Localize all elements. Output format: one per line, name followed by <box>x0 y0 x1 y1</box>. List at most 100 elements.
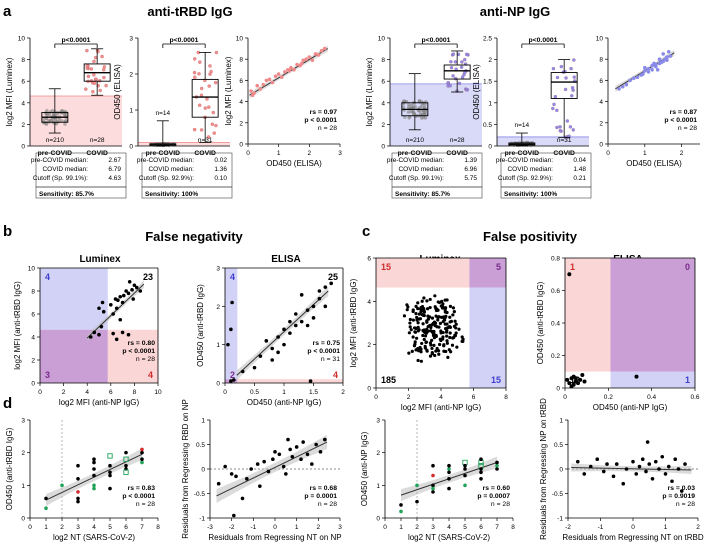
y-tick-label: 2 <box>129 72 133 79</box>
t3-label-2: Cutoff (Sp. 99.1%): <box>389 175 444 182</box>
data-point <box>447 348 451 352</box>
data-point <box>448 331 452 335</box>
data-point <box>92 457 96 462</box>
data-point <box>288 447 292 452</box>
y-axis-label: OD450 (ELISA) <box>472 64 481 120</box>
data-point <box>653 459 658 464</box>
data-point <box>447 467 451 471</box>
data-point <box>436 300 440 304</box>
data-point <box>424 331 429 335</box>
quadrant-top-right <box>610 258 695 372</box>
x-tick-label: 2 <box>341 389 345 396</box>
data-point <box>463 467 467 471</box>
data-point <box>429 329 433 333</box>
quadrant-count-bottom-right: 4 <box>333 370 338 380</box>
panel-letter-b: b <box>3 223 12 240</box>
y-tick-label: 1.5 <box>483 79 492 86</box>
data-point <box>414 304 418 308</box>
data-point <box>620 84 625 89</box>
data-point <box>399 503 403 507</box>
data-point <box>445 310 449 315</box>
data-point <box>453 319 457 323</box>
t2-label-1: COVID median: <box>148 166 194 173</box>
t3-value-0: 1.39 <box>464 157 477 164</box>
data-point <box>432 336 437 340</box>
y-tick-label: 6 <box>381 79 385 86</box>
data-point <box>310 58 315 63</box>
data-point <box>495 467 499 471</box>
y-tick-label: 2 <box>599 120 603 127</box>
data-point <box>421 333 425 338</box>
stats-table-3: pre-COVID median: 1.39 COVID median: 6.96 … <box>387 152 483 199</box>
data-point <box>445 341 449 345</box>
data-point <box>650 68 654 72</box>
data-point <box>249 89 253 93</box>
data-point <box>270 80 275 85</box>
data-point <box>407 351 411 355</box>
data-point <box>479 467 483 471</box>
stat-rs: rs = 0.97 <box>310 109 338 116</box>
x-tick-label: 2 <box>308 150 312 157</box>
x-tick-label: -3 <box>207 524 213 531</box>
data-point <box>93 81 97 85</box>
data-point <box>442 349 446 353</box>
data-point <box>565 377 570 382</box>
x-tick-label: -2 <box>565 524 571 531</box>
y-tick-label: 2.5 <box>483 36 492 43</box>
t3-value-2: 5.75 <box>464 175 477 182</box>
data-point <box>414 348 418 352</box>
data-point <box>631 76 636 81</box>
x-axis-label: Residuals from Regressing NT on tRBD <box>562 533 703 542</box>
data-point <box>644 469 648 474</box>
y-axis-label: log2 MFI (Luminex) <box>224 56 233 125</box>
data-point <box>479 470 483 475</box>
t2-label-0: pre-COVID median: <box>137 157 194 164</box>
data-point <box>134 285 139 290</box>
data-point <box>459 65 464 69</box>
data-point <box>624 82 629 87</box>
data-point <box>258 354 263 358</box>
data-point <box>666 49 671 54</box>
data-point <box>661 52 665 56</box>
y-axis-label: OD450 (anti-tRBD IgG) <box>536 281 545 364</box>
x-tick-label: 6 <box>479 524 483 531</box>
data-point <box>640 457 645 462</box>
data-point <box>663 472 668 476</box>
data-point <box>433 321 438 325</box>
data-point <box>102 65 107 69</box>
data-point <box>124 289 128 293</box>
data-point <box>121 293 126 298</box>
data-point <box>273 74 278 78</box>
data-point <box>86 74 91 79</box>
x-tick-label: 7 <box>140 524 144 531</box>
data-point <box>240 496 245 501</box>
data-point <box>267 77 272 82</box>
y-tick-label: 8 <box>239 57 243 64</box>
cutoff-band <box>30 95 122 146</box>
boxplot-a5: 0 0.5 1 1.5 2 2.5 OD450 (ELISA) pre-COVID n=14 CO… <box>472 36 589 157</box>
data-point <box>447 486 451 491</box>
quadrant-bottom-left <box>40 329 108 383</box>
data-point <box>443 298 447 302</box>
data-point <box>449 319 454 323</box>
data-point <box>108 463 112 468</box>
data-point <box>276 350 280 355</box>
y-tick-label: 8 <box>21 57 25 64</box>
data-point <box>98 88 102 93</box>
data-point <box>454 322 458 326</box>
data-point <box>419 359 423 363</box>
y-tick-label: 0.8 <box>551 256 560 263</box>
quadrant-count-bottom-left: 2 <box>230 370 235 380</box>
quadrant-top-left <box>565 258 611 372</box>
t4-value-2: 0.21 <box>573 175 586 182</box>
quadrant-count-bottom-right: 4 <box>148 370 153 380</box>
x-tick-label: 4 <box>92 524 96 531</box>
quadrant-count-bottom-left: 3 <box>45 370 50 380</box>
data-point <box>127 280 132 284</box>
scatter-c2: 0 0.2 0.4 0.6 0.8 0 0.2 0.4 0.6 OD450 (anti-tRBD … <box>536 256 700 413</box>
n-label: n=210 <box>46 137 65 144</box>
cutoff-band <box>390 83 482 146</box>
y-tick-label: 3 <box>21 418 25 425</box>
data-point <box>270 358 275 362</box>
data-point <box>250 93 255 98</box>
